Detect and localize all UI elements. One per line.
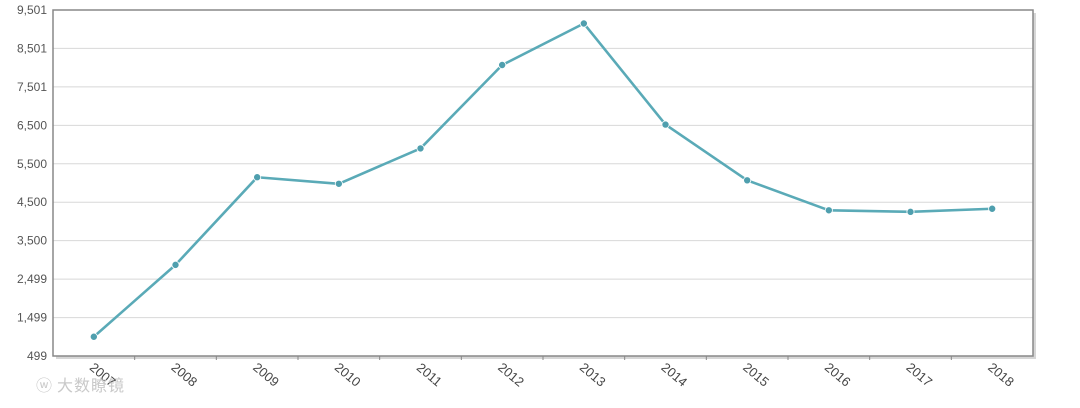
x-tick-label: 2008 (168, 360, 200, 390)
x-tick-label: 2011 (414, 360, 445, 389)
weibo-icon: ⓦ (36, 378, 54, 395)
y-tick-label: 4,500 (17, 195, 47, 209)
x-tick-label: 2010 (332, 360, 364, 390)
y-tick-label: 7,501 (17, 80, 47, 94)
data-point (988, 204, 997, 213)
data-point (498, 61, 507, 70)
x-tick-label: 2016 (822, 360, 854, 390)
data-point (89, 332, 98, 341)
series-line (92, 22, 994, 339)
data-point (661, 120, 670, 129)
y-tick-label: 2,499 (17, 272, 47, 286)
data-point (416, 144, 425, 153)
y-tick-label: 499 (27, 349, 47, 363)
x-tick-label: 2012 (495, 360, 527, 390)
data-point (334, 179, 343, 188)
x-tick-label: 2015 (740, 360, 772, 390)
y-tick-label: 6,500 (17, 118, 47, 132)
y-tick-label: 9,501 (17, 3, 47, 17)
y-tick-label: 5,500 (17, 157, 47, 171)
data-point (906, 207, 915, 216)
data-point (743, 176, 752, 185)
data-point (579, 19, 588, 28)
data-point (253, 173, 262, 182)
watermark-text: 大数瞭镜 (57, 378, 126, 395)
y-tick-label: 8,501 (17, 41, 47, 55)
x-tick-label: 2013 (577, 360, 609, 390)
data-point (824, 206, 833, 215)
x-tick-label: 2017 (903, 360, 935, 390)
x-tick-label: 2009 (250, 360, 282, 390)
y-tick-label: 1,499 (17, 311, 47, 325)
x-tick-label: 2014 (658, 360, 690, 390)
plot-background (53, 10, 1033, 356)
data-point (171, 260, 180, 269)
x-tick-label: 2018 (985, 360, 1017, 390)
y-tick-label: 3,500 (17, 234, 47, 248)
watermark: ⓦ 大数瞭镜 (36, 372, 125, 396)
